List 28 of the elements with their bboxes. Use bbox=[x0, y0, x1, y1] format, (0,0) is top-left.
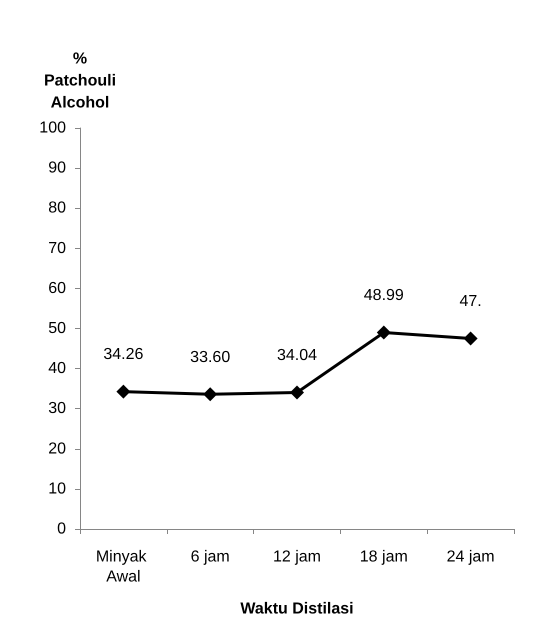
y-tick-label: 100 bbox=[39, 120, 66, 136]
y-tick-label: 60 bbox=[48, 280, 66, 297]
x-tick-label: Minyak Awal bbox=[96, 548, 151, 586]
y-tick-label: 70 bbox=[48, 240, 66, 257]
y-tick-label: 0 bbox=[57, 520, 66, 538]
x-tick-label: 18 jam bbox=[360, 548, 408, 566]
x-axis-title: Waktu Distilasi bbox=[240, 600, 354, 618]
point bbox=[464, 332, 478, 346]
point bbox=[376, 326, 391, 340]
x-tick-label: 6 jam bbox=[190, 548, 230, 566]
y-tick-label: 10 bbox=[48, 480, 66, 498]
data-label: 34.04 bbox=[276, 347, 318, 364]
y-tick-label: 40 bbox=[48, 360, 66, 378]
y-tick-label: 20 bbox=[48, 440, 66, 458]
x-tick-label: 12 jam bbox=[272, 548, 322, 566]
point bbox=[203, 387, 218, 402]
x-tick-label: 24 jam bbox=[446, 548, 495, 566]
point bbox=[116, 384, 130, 399]
data-label: 33.60 bbox=[190, 348, 230, 366]
data-label: 34.26 bbox=[103, 346, 144, 364]
y-tick-label: 90 bbox=[48, 160, 66, 177]
y-axis-title: % Patchouli Alcohol bbox=[44, 50, 116, 112]
data-label: 48.99 bbox=[364, 287, 404, 304]
data-label: 47. bbox=[459, 293, 482, 310]
y-tick-label: 50 bbox=[48, 320, 66, 337]
y-tick-label: 80 bbox=[48, 200, 66, 217]
point bbox=[290, 386, 304, 400]
y-tick-label: 30 bbox=[48, 400, 66, 418]
